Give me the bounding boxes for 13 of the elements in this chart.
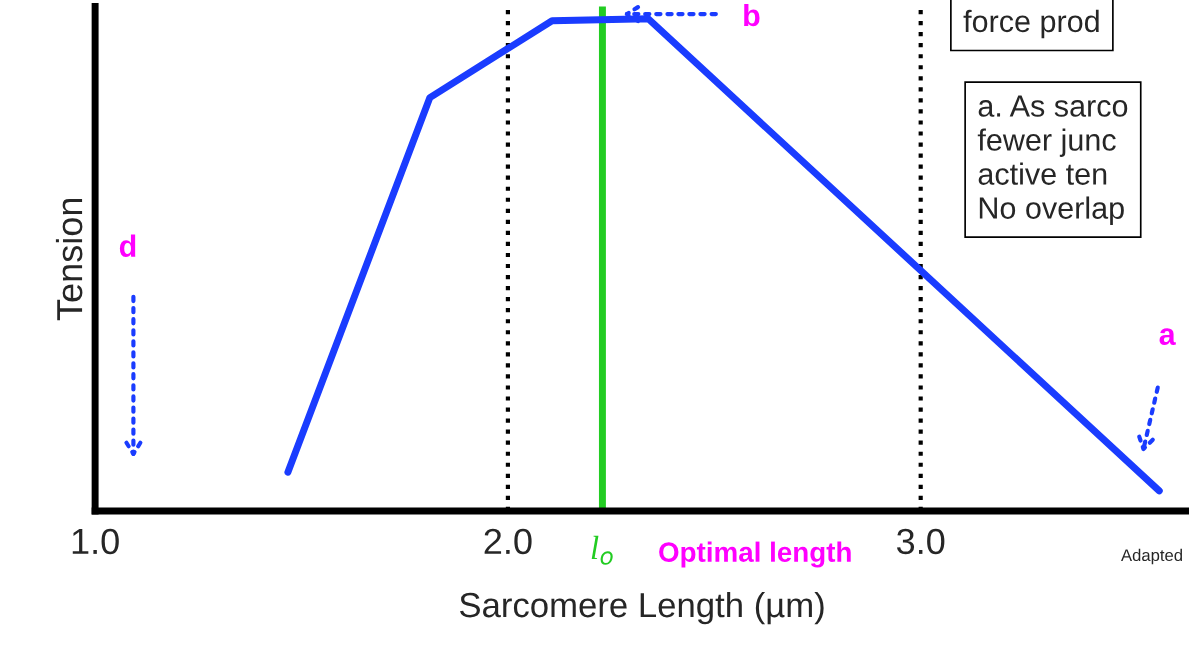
x-tick-label: 1.0 xyxy=(72,528,119,555)
x-tick-label: 2.0 xyxy=(484,528,532,555)
text: Adapted xyxy=(1121,548,1182,565)
annotation: force prod xyxy=(963,9,1099,39)
annotation: a. As sarco fewer junc active ten No overlap xyxy=(977,95,1128,225)
x-axis-title: Sarcomere Length (µm) xyxy=(459,591,824,625)
annotation: Optimal length xyxy=(659,541,851,568)
annotation: d xyxy=(119,234,136,257)
annotation: a xyxy=(1159,328,1176,346)
ref-line-label: l$_{o}$ xyxy=(591,535,613,565)
x-tick-label: 3.0 xyxy=(896,528,945,555)
annotation: b xyxy=(744,3,760,27)
y-axis-title: Tension xyxy=(55,198,83,321)
